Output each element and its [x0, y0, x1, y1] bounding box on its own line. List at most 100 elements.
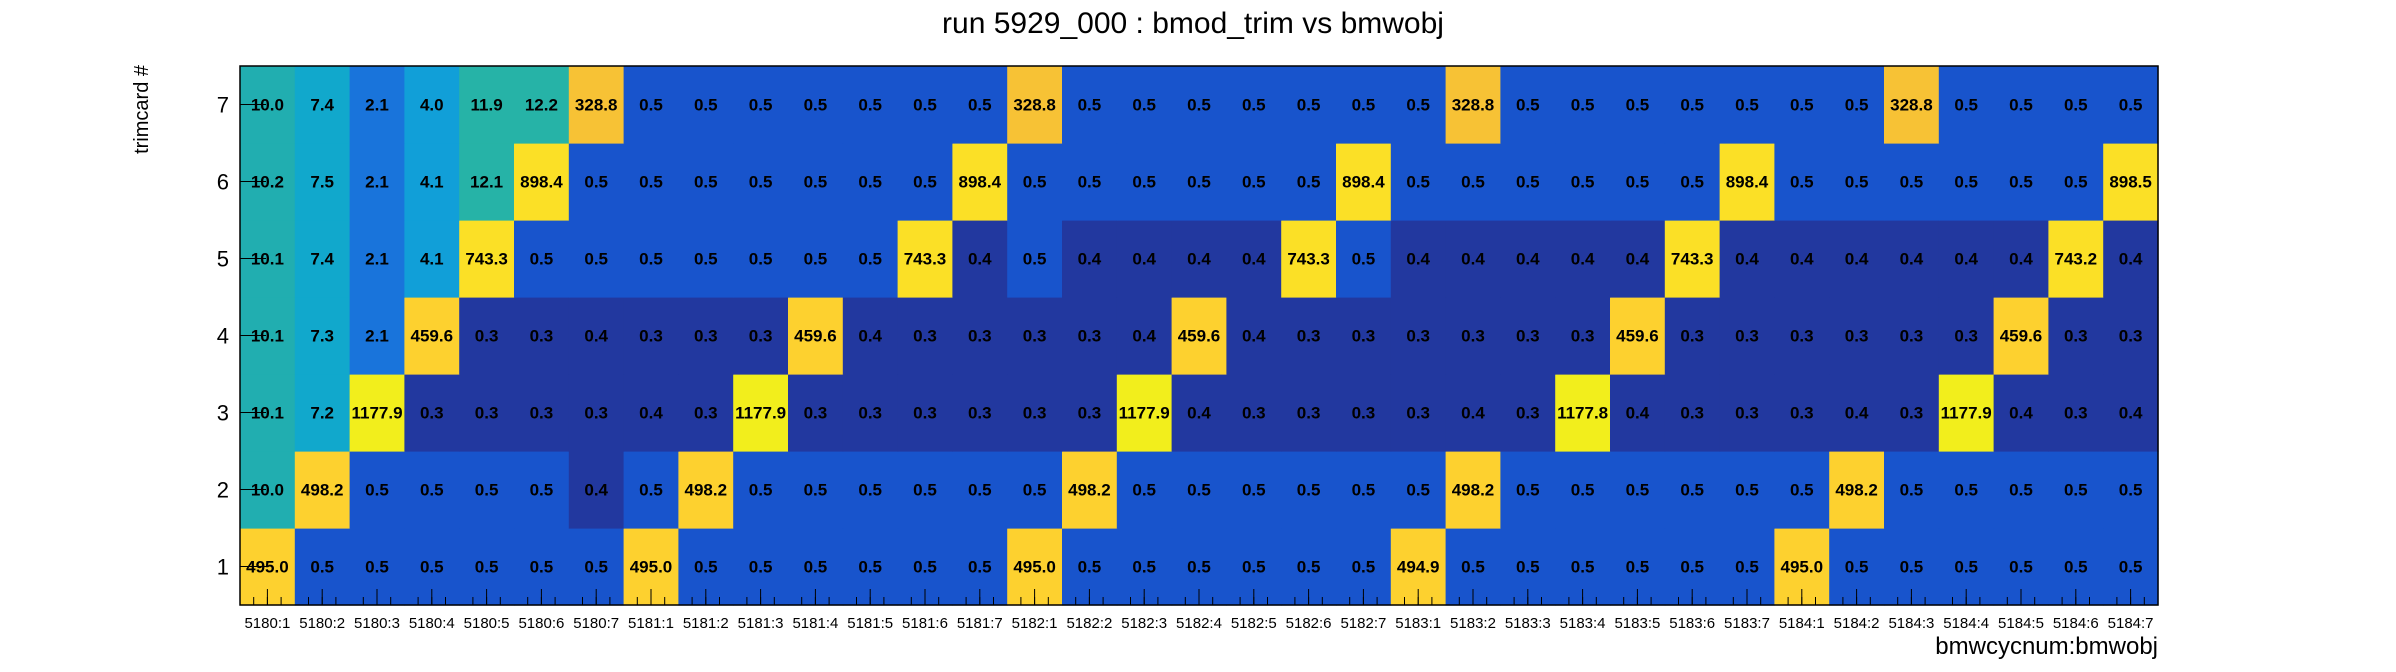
cell-value-label: 0.5 [1626, 173, 1650, 192]
cell-value-label: 898.5 [2109, 173, 2152, 192]
heatmap-cell [1500, 66, 1556, 144]
heatmap-cell [1993, 143, 2049, 221]
heatmap-cell [842, 297, 899, 375]
cell-value-label: 0.3 [1516, 327, 1540, 346]
heatmap-cell [349, 374, 405, 452]
cell-value-label: 0.4 [639, 404, 663, 423]
heatmap-cell [1226, 451, 1282, 529]
heatmap-cell [1500, 143, 1556, 221]
cell-value-label: 0.5 [1297, 558, 1321, 577]
cell-value-label: 498.2 [685, 481, 728, 500]
heatmap-cell [1719, 374, 1775, 452]
x-tick-label: 5181:5 [847, 615, 893, 632]
cell-value-label: 0.5 [584, 250, 608, 269]
heatmap-cell [1171, 66, 1227, 144]
cell-value-label: 898.4 [520, 173, 563, 192]
cell-value-label: 0.4 [1242, 327, 1266, 346]
heatmap-cell [514, 66, 570, 144]
heatmap-cell [1610, 451, 1666, 529]
cell-value-label: 0.4 [1461, 250, 1485, 269]
cell-value-label: 328.8 [1013, 96, 1056, 115]
heatmap-cell [1171, 143, 1227, 221]
heatmap-cell [1281, 143, 1337, 221]
cell-value-label: 0.5 [639, 96, 663, 115]
heatmap-cell [1610, 66, 1666, 144]
x-tick-label: 5182:7 [1340, 615, 1386, 632]
cell-value-label: 0.4 [2119, 404, 2143, 423]
cell-value-label: 0.5 [530, 558, 554, 577]
cell-value-label: 0.5 [1187, 558, 1211, 577]
cell-value-label: 0.5 [639, 173, 663, 192]
cell-value-label: 0.5 [1078, 173, 1102, 192]
cell-value-label: 328.8 [1890, 96, 1933, 115]
cell-value-label: 0.3 [2064, 327, 2088, 346]
heatmap-cell [1116, 220, 1173, 298]
heatmap-cell [2048, 451, 2104, 529]
cell-value-label: 0.3 [1680, 327, 1704, 346]
heatmap-cell [897, 66, 953, 144]
cell-value-label: 0.3 [1900, 404, 1924, 423]
cell-value-label: 495.0 [630, 558, 673, 577]
heatmap-cell [1390, 66, 1447, 144]
cell-value-label: 0.3 [1297, 327, 1321, 346]
heatmap-cell [1719, 220, 1775, 298]
cell-value-label: 898.4 [1726, 173, 1769, 192]
heatmap-cell [1884, 297, 1940, 375]
heatmap-cell [952, 297, 1008, 375]
x-axis-label: bmwcycnum:bmwobj [1935, 633, 2158, 660]
cell-value-label: 0.4 [1461, 404, 1485, 423]
cell-value-label: 0.3 [1406, 404, 1430, 423]
heatmap-cell [1226, 66, 1282, 144]
heatmap-cell [2103, 143, 2159, 221]
heatmap-cell [459, 66, 515, 144]
cell-value-label: 0.4 [1187, 250, 1211, 269]
heatmap-cell [2103, 66, 2159, 144]
heatmap-cell [1007, 374, 1063, 452]
cell-value-label: 0.5 [1023, 481, 1047, 500]
heatmap-cell [2048, 220, 2104, 298]
cell-value-label: 0.5 [1516, 96, 1540, 115]
heatmap-cell [1445, 297, 1501, 375]
x-tick-label: 5181:7 [957, 615, 1003, 632]
heatmap-cell [623, 297, 679, 375]
heatmap-cell [788, 143, 844, 221]
cell-value-label: 0.5 [1023, 173, 1047, 192]
cell-value-label: 898.4 [1342, 173, 1385, 192]
x-tick-label: 5180:2 [299, 615, 345, 632]
cell-value-label: 0.4 [1900, 250, 1924, 269]
cell-value-label: 0.5 [804, 96, 828, 115]
heatmap-cell [404, 297, 460, 375]
y-tick-label: 5 [217, 247, 229, 272]
cell-value-label: 0.5 [913, 558, 937, 577]
cell-value-label: 0.5 [858, 173, 882, 192]
cell-value-label: 498.2 [301, 481, 344, 500]
heatmap-cell [1281, 451, 1337, 529]
heatmap-cell [1500, 374, 1556, 452]
heatmap-cell [678, 220, 734, 298]
cell-value-label: 898.4 [959, 173, 1002, 192]
x-tick-label: 5183:3 [1505, 615, 1551, 632]
cell-value-label: 0.5 [804, 481, 828, 500]
cell-value-label: 0.5 [1845, 558, 1869, 577]
x-tick-label: 5180:1 [244, 615, 290, 632]
heatmap-cell [897, 374, 953, 452]
heatmap-cell [2048, 374, 2104, 452]
cell-value-label: 498.2 [1452, 481, 1495, 500]
heatmap-cell [1390, 374, 1447, 452]
cell-value-label: 0.5 [1735, 481, 1759, 500]
cell-value-label: 328.8 [1452, 96, 1495, 115]
x-tick-label: 5182:6 [1286, 615, 1332, 632]
x-tick-label: 5181:6 [902, 615, 948, 632]
heatmap-cell [2103, 451, 2159, 529]
cell-value-label: 10.1 [251, 327, 284, 346]
heatmap-cell [1884, 220, 1940, 298]
cell-value-label: 0.5 [1406, 481, 1430, 500]
heatmap-cell [1390, 143, 1447, 221]
cell-value-label: 0.5 [1680, 96, 1704, 115]
heatmap-cell [1445, 220, 1501, 298]
cell-value-label: 0.5 [1187, 481, 1211, 500]
x-tick-label: 5184:3 [1888, 615, 1934, 632]
heatmap-cell [1445, 143, 1501, 221]
heatmap-cell [733, 451, 789, 529]
cell-value-label: 0.5 [1516, 173, 1540, 192]
